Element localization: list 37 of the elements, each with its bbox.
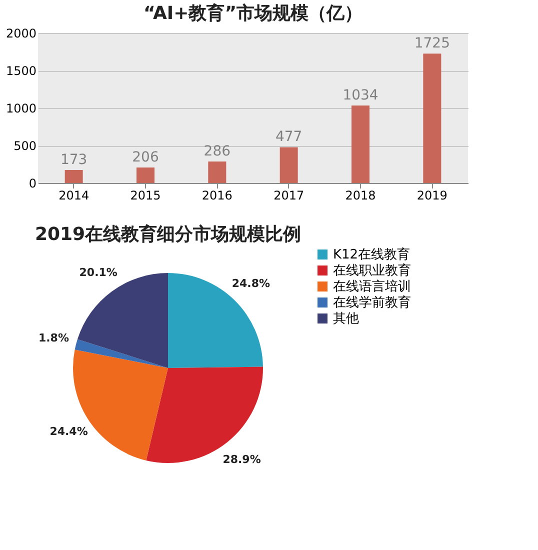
chart-title: “AI+教育”市场规模（亿） — [143, 2, 363, 24]
data-label: 1034 — [342, 87, 378, 104]
x-tick-label: 2019 — [416, 188, 448, 202]
data-label: 286 — [204, 144, 231, 160]
data-label: 24.4% — [50, 424, 88, 438]
data-label: 24.8% — [232, 277, 270, 290]
bar — [280, 147, 298, 183]
x-tick-label: 2014 — [58, 188, 90, 202]
pie-slice — [146, 366, 263, 463]
data-label: 1.8% — [38, 332, 69, 345]
y-tick-label: 1000 — [6, 102, 36, 116]
legend-label: 其他 — [333, 312, 359, 326]
bar — [352, 105, 370, 183]
bar — [64, 170, 83, 183]
x-tick-label: 2017 — [274, 188, 304, 202]
pie-slice — [74, 339, 168, 368]
legend-label: 在线学前教育 — [333, 294, 411, 310]
y-tick-label: 1500 — [6, 64, 36, 78]
legend-label: K12在线教育 — [333, 246, 410, 262]
legend-label: 在线语言培训 — [333, 278, 411, 294]
x-tick-label: 2018 — [345, 188, 376, 202]
bar — [423, 54, 442, 183]
data-label: 477 — [275, 129, 302, 146]
y-tick-label: 500 — [14, 139, 36, 153]
data-label: 173 — [60, 152, 88, 168]
legend-label: 在线职业教育 — [333, 262, 411, 278]
y-tick-label: 0 — [28, 176, 36, 190]
data-label: 206 — [132, 150, 159, 166]
data-label: 20.1% — [79, 266, 118, 279]
y-tick-label: 2000 — [6, 26, 36, 40]
bar — [136, 168, 154, 183]
bar — [208, 162, 226, 183]
data-label: 1725 — [414, 36, 450, 52]
data-label: 28.9% — [222, 453, 261, 466]
chart-title: 2019在线教育细分市场规模比例 — [34, 223, 302, 245]
x-tick-label: 2016 — [202, 188, 232, 202]
x-tick-label: 2015 — [130, 188, 161, 202]
